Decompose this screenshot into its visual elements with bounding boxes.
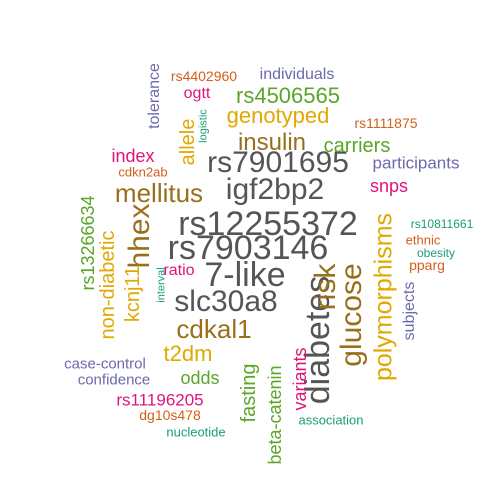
word-insulin: insulin <box>237 129 307 156</box>
word-subjects: subjects <box>401 281 418 341</box>
word-pparg: pparg <box>409 257 445 273</box>
word-carriers: carriers <box>323 135 391 157</box>
word-rs10811661: rs10811661 <box>410 217 474 231</box>
word-association: association <box>298 412 364 428</box>
word-rs13266634: rs13266634 <box>78 195 98 291</box>
word-7-like: 7-like <box>204 256 286 294</box>
word-non-diabetic: non-diabetic <box>97 230 119 340</box>
word-cdkal1: cdkal1 <box>176 314 252 344</box>
word-case-control: case-control <box>64 355 146 373</box>
word-variants: variants <box>290 347 310 411</box>
word-t2dm: t2dm <box>163 341 213 366</box>
word-odds: odds <box>180 368 220 388</box>
word-tolerance: tolerance <box>146 63 163 129</box>
word-slc30a8: slc30a8 <box>174 285 278 318</box>
word-dg10s478: dg10s478 <box>139 407 201 423</box>
word-rs1111875: rs1111875 <box>354 115 418 131</box>
word-rs4506565: rs4506565 <box>236 83 340 108</box>
word-nucleotide: nucleotide <box>166 424 226 440</box>
word-rs7903146: rs7903146 <box>167 229 329 267</box>
word-risk: risk <box>309 263 342 311</box>
word-individuals: individuals <box>259 66 335 83</box>
word-rs12255372: rs12255372 <box>178 205 358 243</box>
word-polymorphisms: polymorphisms <box>369 212 398 382</box>
word-rs7901695: rs7901695 <box>207 146 349 179</box>
word-logistic: logistic <box>197 109 210 143</box>
word-participants: participants <box>372 153 460 173</box>
word-ogtt: ogtt <box>183 85 211 102</box>
word-index: index <box>111 146 155 166</box>
word-cdkn2ab: cdkn2ab <box>118 164 168 180</box>
word-kcnj11: kcnj11 <box>122 265 144 323</box>
word-ratio: ratio <box>163 262 195 279</box>
word-allele: allele <box>177 118 199 166</box>
word-rs4402960: rs4402960 <box>170 68 238 84</box>
word-snps: snps <box>369 176 409 196</box>
word-genotyped: genotyped <box>226 103 330 128</box>
word-igf2bp2: igf2bp2 <box>225 173 325 206</box>
word-hhex: hhex <box>123 203 156 269</box>
word-fasting: fasting <box>238 363 260 423</box>
word-confidence: confidence <box>77 371 151 389</box>
word-beta-catenin: beta-catenin <box>265 365 285 465</box>
word-mellitus: mellitus <box>114 178 204 208</box>
word-rs11196205: rs11196205 <box>116 390 204 410</box>
word-obesity: obesity <box>416 246 456 260</box>
word-ethnic: ethnic <box>405 232 441 248</box>
word-interval: interval <box>155 267 168 303</box>
